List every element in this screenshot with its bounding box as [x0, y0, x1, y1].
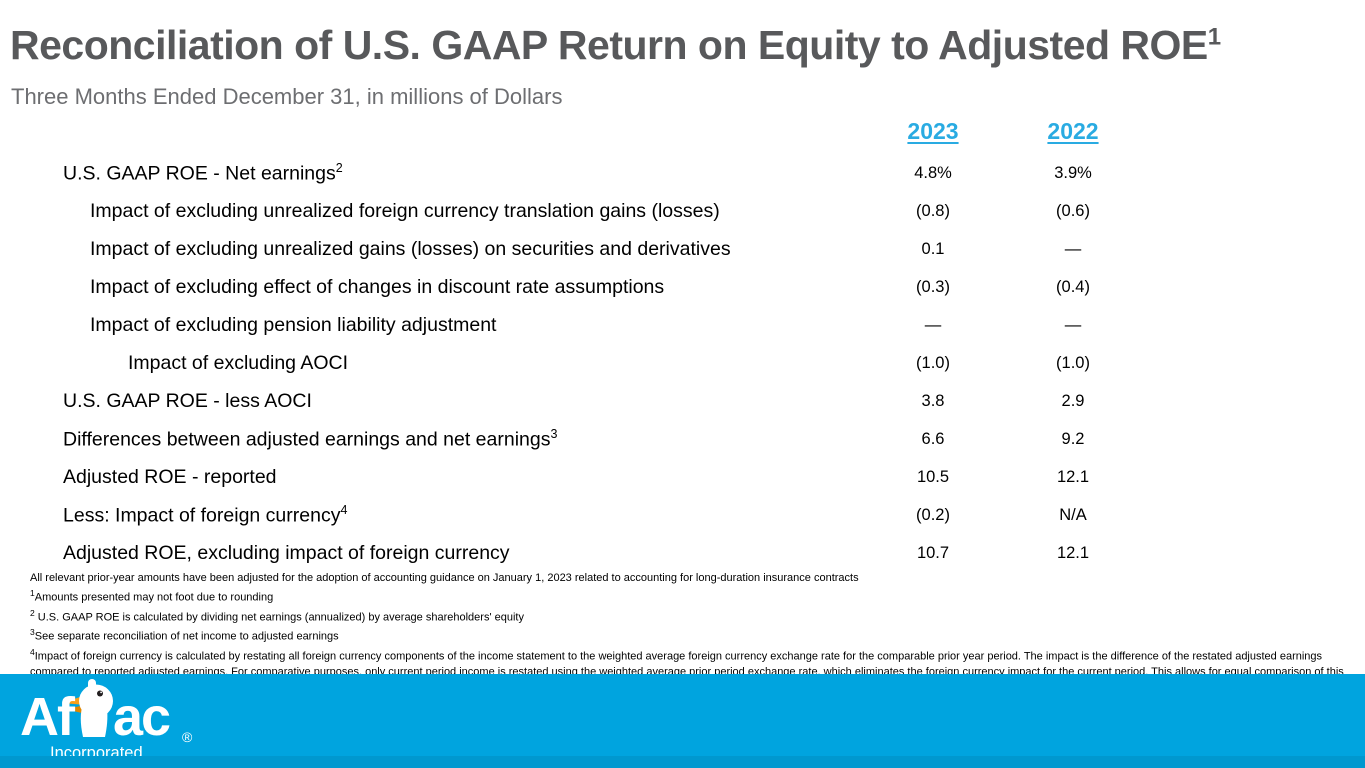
aflac-logo: Af ac ® Incorporated: [20, 679, 193, 762]
column-header-2023: 2023: [907, 118, 959, 144]
footer-band: Af ac ® Incorporated: [0, 674, 1365, 768]
footnote: All relevant prior-year amounts have bee…: [30, 571, 1362, 586]
table-row: U.S. GAAP ROE - Net earnings2 4.8% 3.9%: [0, 154, 1143, 192]
row-value-2022: (1.0): [1056, 353, 1090, 372]
row-label: Impact of excluding unrealized foreign c…: [0, 200, 863, 223]
footnote-text: See separate reconciliation of net incom…: [34, 630, 339, 643]
row-label-text: Impact of excluding AOCI: [128, 351, 349, 374]
row-footnote-marker: 2: [335, 160, 343, 175]
table-row: U.S. GAAP ROE - less AOCI 3.8 2.9: [0, 382, 1143, 420]
row-value-2022: —: [1064, 315, 1082, 334]
row-footnote-marker: 4: [340, 502, 348, 517]
row-label-text: Impact of excluding unrealized gains (lo…: [90, 237, 731, 260]
row-value-2023: —: [924, 315, 942, 334]
row-value-2022: N/A: [1059, 505, 1087, 524]
row-value-2023: (0.3): [916, 277, 950, 296]
row-value-2022: (0.4): [1056, 277, 1090, 296]
row-value-2023: 0.1: [921, 239, 945, 258]
page-title: Reconciliation of U.S. GAAP Return on Eq…: [10, 22, 1221, 69]
row-label-text: Impact of excluding unrealized foreign c…: [90, 199, 720, 222]
row-label: U.S. GAAP ROE - less AOCI: [0, 390, 863, 413]
footnote: 1Amounts presented may not foot due to r…: [30, 586, 1362, 606]
footnote: 3See separate reconciliation of net inco…: [30, 625, 1362, 645]
title-footnote-marker: 1: [1207, 23, 1221, 51]
footnote-marker: 1: [30, 588, 35, 598]
row-value-2023: 4.8%: [914, 163, 952, 182]
table-row: Impact of excluding pension liability ad…: [0, 306, 1143, 344]
row-label: Adjusted ROE - reported: [0, 466, 863, 489]
row-label-text: Differences between adjusted earnings an…: [63, 428, 551, 451]
row-label: Impact of excluding effect of changes in…: [0, 276, 863, 299]
row-label: Differences between adjusted earnings an…: [0, 427, 863, 452]
footnote: 2 U.S. GAAP ROE is calculated by dividin…: [30, 606, 1362, 626]
row-value-2023: 3.8: [921, 391, 945, 410]
duck-eye-glint: [100, 691, 102, 694]
row-value-2023: 6.6: [921, 429, 945, 448]
row-value-2023: (0.8): [916, 201, 950, 220]
footer-accent-strip: [0, 756, 1365, 768]
registered-mark-icon: ®: [182, 729, 193, 745]
row-value-2022: 12.1: [1056, 543, 1090, 562]
logo-text-ac: ac: [113, 687, 170, 747]
row-label-text: Impact of excluding pension liability ad…: [90, 313, 497, 336]
row-label: Impact of excluding AOCI: [0, 352, 863, 375]
column-header-2022: 2022: [1047, 118, 1099, 144]
row-value-2022: —: [1064, 239, 1082, 258]
row-label-text: U.S. GAAP ROE - Net earnings: [63, 162, 336, 185]
row-label-text: Adjusted ROE - reported: [63, 465, 277, 488]
table-row: Impact of excluding effect of changes in…: [0, 268, 1143, 306]
page-subtitle: Three Months Ended December 31, in milli…: [11, 84, 563, 109]
row-label-text: Adjusted ROE, excluding impact of foreig…: [63, 541, 510, 564]
row-value-2023: (0.2): [916, 505, 950, 524]
footnote-text: Amounts presented may not foot due to ro…: [34, 591, 274, 604]
row-value-2022: 2.9: [1061, 391, 1085, 410]
table-header-row: 2023 2022: [0, 118, 1143, 154]
row-label-text: Less: Impact of foreign currency: [63, 504, 341, 527]
duck-head: [79, 684, 113, 718]
row-label: Impact of excluding unrealized gains (lo…: [0, 238, 863, 261]
row-label: U.S. GAAP ROE - Net earnings2: [0, 161, 863, 186]
row-label: Impact of excluding pension liability ad…: [0, 314, 863, 337]
row-label: Less: Impact of foreign currency4: [0, 503, 863, 528]
footnote-marker: 3: [30, 627, 35, 638]
table-row: Adjusted ROE - reported 10.5 12.1: [0, 458, 1143, 496]
footnote-marker: 4: [30, 646, 35, 657]
row-label-text: U.S. GAAP ROE - less AOCI: [63, 389, 312, 412]
table-row: Differences between adjusted earnings an…: [0, 420, 1143, 458]
reconciliation-table: 2023 2022 U.S. GAAP ROE - Net earnings2 …: [0, 118, 1143, 572]
table-row: Impact of excluding AOCI (1.0) (1.0): [0, 344, 1143, 382]
footnote-text: All relevant prior-year amounts have bee…: [30, 572, 859, 584]
table-row: Impact of excluding unrealized gains (lo…: [0, 230, 1143, 268]
footnote-marker: 2: [30, 607, 35, 618]
row-label: Adjusted ROE, excluding impact of foreig…: [0, 542, 863, 565]
table-row: Less: Impact of foreign currency4 (0.2) …: [0, 496, 1143, 534]
row-value-2022: 3.9%: [1054, 163, 1092, 182]
aflac-duck-icon: [62, 684, 113, 737]
table-row: Adjusted ROE, excluding impact of foreig…: [0, 534, 1143, 572]
logo-text-af: Af: [20, 687, 76, 747]
row-value-2023: 10.5: [916, 467, 950, 486]
row-value-2022: (0.6): [1056, 201, 1090, 220]
duck-eye: [97, 690, 103, 697]
row-value-2022: 12.1: [1056, 467, 1090, 486]
row-value-2022: 9.2: [1061, 429, 1085, 448]
row-value-2023: (1.0): [916, 353, 950, 372]
row-label-text: Impact of excluding effect of changes in…: [90, 275, 665, 298]
row-footnote-marker: 3: [550, 426, 558, 441]
row-value-2023: 10.7: [916, 543, 950, 562]
footnote-text: U.S. GAAP ROE is calculated by dividing …: [34, 611, 524, 624]
table-row: Impact of excluding unrealized foreign c…: [0, 192, 1143, 230]
page-title-text: Reconciliation of U.S. GAAP Return on Eq…: [10, 22, 1208, 68]
